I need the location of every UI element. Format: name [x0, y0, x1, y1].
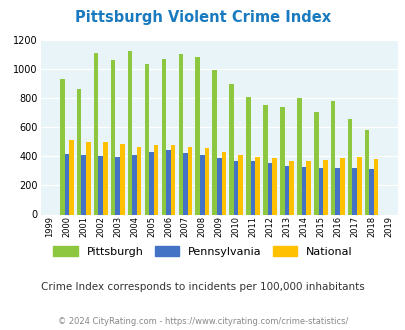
Bar — [86, 142, 90, 214]
Bar — [364, 130, 369, 214]
Bar — [94, 53, 98, 214]
Bar — [238, 155, 243, 214]
Legend: Pittsburgh, Pennsylvania, National: Pittsburgh, Pennsylvania, National — [50, 243, 355, 260]
Bar — [119, 144, 124, 214]
Bar — [115, 157, 119, 214]
Bar — [279, 107, 284, 214]
Bar — [60, 79, 64, 214]
Bar — [233, 161, 238, 214]
Bar — [272, 158, 276, 215]
Bar — [128, 51, 132, 214]
Bar — [171, 145, 175, 214]
Bar — [369, 169, 373, 214]
Bar — [267, 163, 272, 214]
Bar — [204, 148, 209, 214]
Bar — [246, 97, 250, 214]
Bar — [77, 89, 81, 214]
Bar — [111, 60, 115, 214]
Text: Pittsburgh Violent Crime Index: Pittsburgh Violent Crime Index — [75, 10, 330, 25]
Bar — [318, 168, 322, 214]
Bar — [200, 155, 204, 214]
Bar — [250, 161, 255, 214]
Bar — [212, 70, 216, 214]
Bar — [195, 57, 200, 215]
Bar — [132, 155, 136, 214]
Bar — [64, 154, 69, 214]
Bar — [81, 155, 86, 214]
Bar — [221, 152, 226, 214]
Bar — [347, 119, 352, 214]
Bar — [187, 147, 192, 214]
Bar — [284, 166, 288, 214]
Bar — [330, 101, 335, 214]
Bar — [262, 105, 267, 214]
Bar — [322, 160, 327, 214]
Bar — [103, 142, 107, 214]
Bar — [69, 140, 74, 214]
Bar — [313, 113, 318, 214]
Bar — [255, 157, 259, 214]
Bar — [305, 161, 310, 214]
Bar — [335, 168, 339, 214]
Bar — [288, 161, 293, 215]
Bar — [229, 84, 233, 214]
Text: Crime Index corresponds to incidents per 100,000 inhabitants: Crime Index corresponds to incidents per… — [41, 282, 364, 292]
Bar — [301, 167, 305, 214]
Bar — [166, 149, 171, 214]
Bar — [296, 98, 301, 214]
Bar — [161, 58, 166, 214]
Bar — [98, 156, 103, 215]
Bar — [183, 153, 187, 214]
Bar — [356, 157, 361, 214]
Text: © 2024 CityRating.com - https://www.cityrating.com/crime-statistics/: © 2024 CityRating.com - https://www.city… — [58, 317, 347, 326]
Bar — [153, 145, 158, 214]
Bar — [216, 158, 221, 215]
Bar — [339, 158, 344, 215]
Bar — [352, 168, 356, 214]
Bar — [373, 159, 377, 214]
Bar — [178, 54, 183, 214]
Bar — [144, 64, 149, 214]
Bar — [136, 147, 141, 214]
Bar — [149, 152, 153, 214]
